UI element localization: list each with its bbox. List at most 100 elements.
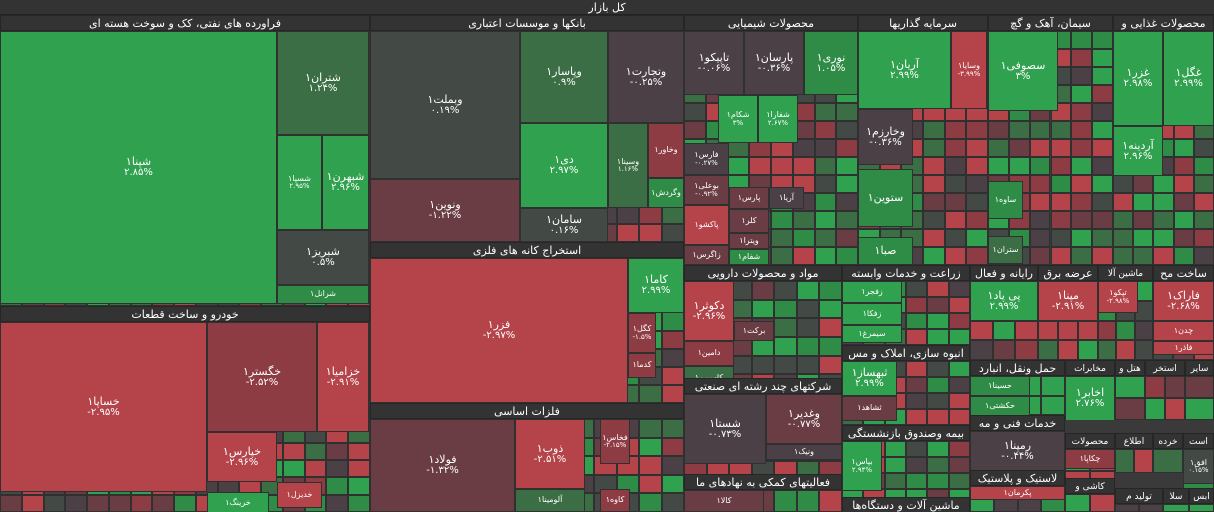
minor-stock-tile[interactable] (1153, 449, 1183, 473)
minor-stock-tile[interactable] (282, 460, 305, 478)
sector[interactable]: شپنا۱ ۲.۸۵% شتران۱ ۱.۲۴% شسپا۱ ۲.۹۵% شبهرن۱ ۲.۹… (0, 15, 370, 306)
minor-stock-tile[interactable] (1153, 229, 1174, 247)
minor-stock-tile[interactable] (87, 494, 109, 512)
sector[interactable]: دکوثر۱-۲.۹۶% برکت۱ دامین۱ کاسپین۱ مواد و محص… (684, 265, 842, 393)
minor-stock-tile[interactable] (796, 299, 820, 319)
minor-stock-tile[interactable] (1134, 320, 1153, 341)
minor-stock-tile[interactable] (661, 366, 684, 385)
minor-stock-tile[interactable] (1133, 229, 1154, 247)
minor-stock-tile[interactable] (304, 460, 327, 478)
sector[interactable]: حسینا۱ حکشتی۱ حمل ونقل، انبارد (970, 360, 1065, 415)
minor-stock-tile[interactable] (108, 494, 131, 512)
minor-stock-tile[interactable] (1071, 175, 1093, 193)
sector[interactable]: سایر (1185, 360, 1214, 420)
minor-stock-tile[interactable] (174, 494, 196, 512)
minor-stock-tile[interactable] (661, 493, 684, 512)
minor-stock-tile[interactable] (814, 211, 837, 229)
sector[interactable]: پکرمان۱ لاستیک و پلاستیک (970, 470, 1065, 512)
stock-tile[interactable]: کالا۱ (684, 490, 764, 512)
minor-stock-tile[interactable] (1092, 229, 1113, 247)
minor-stock-tile[interactable] (1173, 229, 1194, 247)
minor-stock-tile[interactable] (65, 494, 88, 512)
minor-stock-tile[interactable] (814, 121, 837, 139)
sector-title[interactable]: حمل ونقل، انبارد (970, 360, 1065, 376)
sector[interactable]: آریان۱ ۲.۹۹% وسایا۱ -۳.۹۹% وخارزم۱ -۰.۳۶% ستوی… (858, 15, 988, 265)
stock-tile[interactable]: شرانل۱ (277, 285, 369, 304)
minor-stock-tile[interactable] (1092, 85, 1113, 103)
minor-stock-tile[interactable] (927, 281, 949, 297)
stock-tile[interactable]: کاوه۱ (600, 489, 630, 512)
sector[interactable]: خساپا۱ -۲.۹۵% خگستر۱ -۲.۵۲% خزامیا۱ -۲.۹۱% خپا… (0, 306, 370, 512)
minor-stock-tile[interactable] (927, 297, 949, 313)
minor-stock-tile[interactable] (1113, 211, 1134, 229)
minor-stock-tile[interactable] (1029, 229, 1051, 247)
minor-stock-tile[interactable] (927, 473, 949, 489)
minor-stock-tile[interactable] (966, 193, 988, 211)
minor-stock-tile[interactable] (1092, 103, 1113, 121)
minor-stock-tile[interactable] (1153, 211, 1174, 229)
minor-stock-tile[interactable] (1115, 376, 1145, 398)
sector-title[interactable]: ماشین آلا (1098, 265, 1153, 281)
stock-tile[interactable]: وسینا۱ ۱.۱۶% (608, 123, 648, 208)
stock-tile[interactable]: خپارس۱ -۲.۹۶% (207, 432, 277, 482)
minor-stock-tile[interactable] (944, 247, 967, 265)
stock-tile[interactable]: آردینه۱ ۲.۹۶% (1113, 126, 1163, 176)
minor-stock-tile[interactable] (1092, 175, 1113, 193)
minor-stock-tile[interactable] (1173, 211, 1194, 229)
sector-title[interactable]: ابس (1189, 488, 1214, 504)
minor-stock-tile[interactable] (1041, 376, 1065, 396)
minor-stock-tile[interactable] (948, 377, 970, 393)
minor-stock-tile[interactable] (326, 477, 349, 495)
minor-stock-tile[interactable] (948, 313, 970, 329)
minor-stock-tile[interactable] (970, 320, 993, 341)
minor-stock-tile[interactable] (326, 494, 349, 512)
minor-stock-tile[interactable] (1115, 449, 1134, 473)
sector[interactable]: سصوفی۱ ۳% ساوه۱ ستران۱ سیمان، آهک و گچ (988, 15, 1113, 265)
minor-stock-tile[interactable] (966, 175, 988, 193)
minor-stock-tile[interactable] (348, 494, 370, 512)
sector-title[interactable]: ماشین آلات و دستگاه‌ها (842, 497, 970, 512)
minor-stock-tile[interactable] (348, 477, 370, 495)
minor-stock-tile[interactable] (1165, 398, 1185, 420)
minor-stock-tile[interactable] (796, 281, 820, 300)
minor-stock-tile[interactable] (1173, 193, 1194, 211)
minor-stock-tile[interactable] (0, 494, 22, 512)
minor-stock-tile[interactable] (1133, 247, 1154, 265)
stock-tile[interactable]: زاگرس۱ (684, 245, 729, 265)
sector-title[interactable]: خدمات فنی و مه (970, 415, 1065, 431)
stock-tile[interactable]: شکام۱ ۳% (718, 95, 758, 143)
minor-stock-tile[interactable] (661, 224, 684, 242)
stock-tile[interactable]: وگردش۱ (648, 178, 684, 208)
minor-stock-tile[interactable] (992, 320, 1016, 341)
stock-tile[interactable]: پارس۱ (729, 187, 769, 209)
stock-tile[interactable]: وبملت۱ ۰.۱۹% (370, 31, 520, 179)
minor-stock-tile[interactable] (906, 377, 928, 393)
minor-stock-tile[interactable] (1008, 139, 1030, 157)
minor-stock-tile[interactable] (948, 329, 970, 345)
minor-stock-tile[interactable] (684, 103, 706, 121)
stock-tile[interactable]: فزر۱ -۲.۹۷% (370, 258, 628, 403)
minor-stock-tile[interactable] (819, 299, 842, 319)
sector-title[interactable]: است (1183, 433, 1214, 449)
stock-tile[interactable]: شفارا۱ ۲.۶۷% (758, 95, 798, 143)
stock-tile[interactable]: زفجر۱ (842, 281, 902, 303)
minor-stock-tile[interactable] (927, 329, 949, 345)
minor-stock-tile[interactable] (923, 157, 945, 175)
minor-stock-tile[interactable] (966, 157, 988, 175)
sector-title[interactable]: زراعت و خدمات وابسته (842, 265, 970, 281)
stock-tile[interactable]: تاپیکو۱ -۰.۰۶% (684, 31, 744, 95)
minor-stock-tile[interactable] (1153, 247, 1174, 265)
minor-stock-tile[interactable] (1071, 85, 1093, 103)
stock-tile[interactable]: چدن۱ (1153, 321, 1214, 341)
minor-stock-tile[interactable] (836, 229, 858, 247)
minor-stock-tile[interactable] (1078, 340, 1098, 360)
stock-tile[interactable]: خساپا۱ -۲.۹۵% (0, 322, 207, 492)
minor-stock-tile[interactable] (906, 313, 928, 329)
stock-tile[interactable]: خگستر۱ -۲.۵۲% (207, 322, 317, 432)
minor-stock-tile[interactable] (771, 229, 793, 247)
minor-stock-tile[interactable] (1050, 157, 1072, 175)
minor-stock-tile[interactable] (1193, 247, 1214, 265)
stock-tile[interactable]: شستا۱ -۰.۷۳% (684, 394, 766, 464)
minor-stock-tile[interactable] (1071, 67, 1093, 85)
minor-stock-tile[interactable] (1153, 193, 1174, 211)
